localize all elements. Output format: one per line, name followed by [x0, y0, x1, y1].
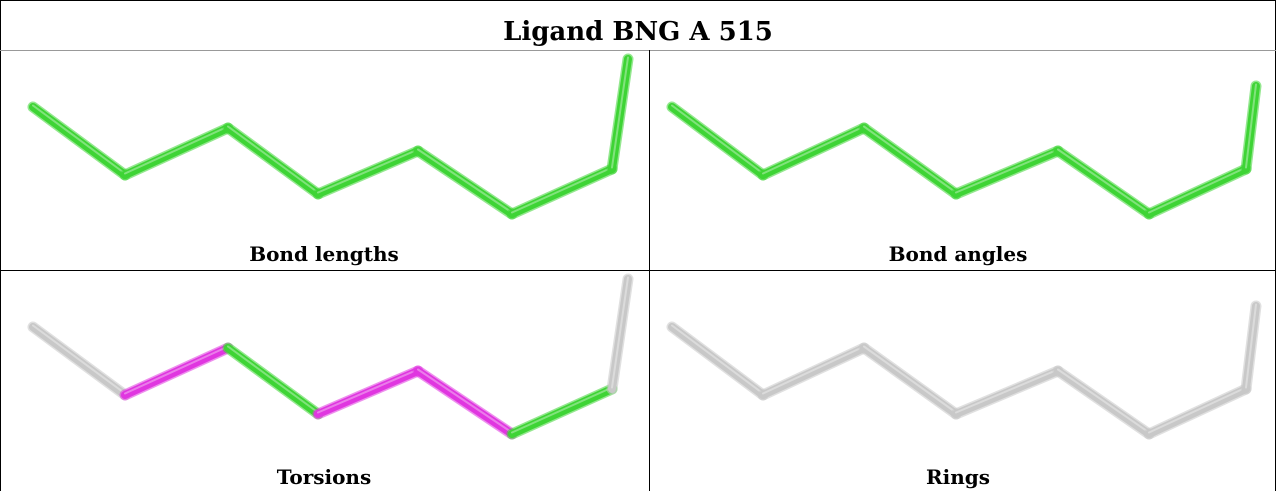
bond-grey: [1145, 385, 1250, 438]
bond-grey: [608, 275, 632, 393]
caption-torsions: Torsions: [276, 465, 372, 489]
bond-highlight: [611, 276, 629, 389]
bond-grey: [952, 367, 1062, 418]
bond-green: [1242, 82, 1260, 173]
bond-highlight: [417, 148, 513, 214]
figure-title: Ligand BNG A 515: [503, 17, 773, 47]
bond-highlight: [1148, 386, 1247, 434]
bond-highlight: [417, 368, 513, 434]
bond-green: [952, 147, 1062, 198]
bond-highlight: [1148, 166, 1247, 214]
panel-rings: [666, 300, 1262, 440]
panel-bond-lengths: [27, 53, 634, 220]
bond-green: [668, 103, 767, 179]
bond-highlight: [1057, 148, 1150, 214]
caption-rings: Rings: [925, 465, 990, 489]
bond-highlight: [227, 345, 319, 414]
bond-green: [29, 103, 129, 179]
bond-highlight: [1245, 303, 1257, 389]
bond-highlight: [1245, 83, 1257, 169]
bond-green: [1145, 165, 1250, 218]
bond-grey: [29, 323, 129, 399]
bond-green: [121, 124, 232, 179]
bond-magenta: [121, 344, 232, 399]
bond-highlight: [227, 125, 319, 194]
bond-highlight: [317, 148, 419, 194]
bond-highlight: [955, 368, 1059, 414]
bond-green: [608, 55, 632, 173]
panel-torsions: [27, 273, 634, 440]
bond-highlight: [1057, 368, 1150, 434]
bond-highlight: [671, 324, 764, 395]
panel-bond-angles: [666, 80, 1262, 220]
bond-green: [414, 147, 516, 218]
bond-highlight: [511, 386, 613, 434]
bond-grey: [1054, 367, 1153, 438]
bond-highlight: [863, 345, 957, 414]
bond-highlight: [317, 368, 419, 414]
bond-grey: [860, 344, 960, 418]
left-border: [0, 0, 1, 491]
bond-grey: [1242, 302, 1260, 393]
bond-green: [1054, 147, 1153, 218]
bond-green: [508, 165, 616, 218]
bond-highlight: [955, 148, 1059, 194]
bond-highlight: [762, 125, 865, 175]
bond-green: [314, 147, 422, 198]
bond-green: [860, 124, 960, 198]
bond-green: [508, 385, 616, 438]
bond-highlight: [671, 104, 764, 175]
bond-highlight: [863, 125, 957, 194]
bond-green: [759, 124, 868, 179]
bond-highlight: [611, 56, 629, 169]
caption-bond-angles: Bond angles: [888, 242, 1028, 266]
bond-magenta: [414, 367, 516, 438]
bond-highlight: [124, 345, 229, 395]
bond-highlight: [32, 324, 126, 395]
bond-green: [224, 124, 322, 198]
bond-highlight: [32, 104, 126, 175]
caption-bond-lengths: Bond lengths: [249, 242, 399, 266]
row-divider: [0, 270, 1276, 271]
bond-magenta: [314, 367, 422, 418]
bond-grey: [759, 344, 868, 399]
bond-highlight: [124, 125, 229, 175]
bond-grey: [668, 323, 767, 399]
bond-green: [224, 344, 322, 418]
top-border: [0, 0, 1276, 1]
title-separator: [0, 50, 1276, 51]
bond-highlight: [762, 345, 865, 395]
bond-highlight: [511, 166, 613, 214]
